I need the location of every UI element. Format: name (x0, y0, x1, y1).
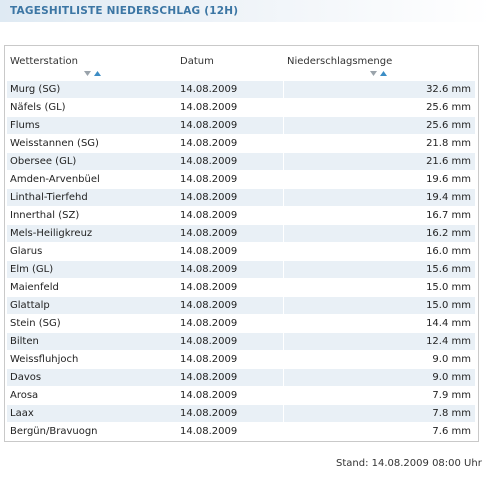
table-row: Näfels (GL) 14.08.2009 25.6 mm (5, 99, 478, 117)
table-row: Davos 14.08.2009 9.0 mm (5, 369, 478, 387)
precipitation-cell: 21.6 mm (284, 153, 475, 170)
column-header-wetterstation[interactable]: Wetterstation (10, 56, 78, 67)
station-cell: Amden-Arvenbüel (10, 174, 100, 185)
date-cell: 14.08.2009 (178, 225, 283, 242)
date-cell: 14.08.2009 (178, 153, 283, 170)
date-cell: 14.08.2009 (178, 369, 283, 386)
column-header-datum[interactable]: Datum (180, 56, 214, 67)
table-row: Innerthal (SZ) 14.08.2009 16.7 mm (5, 207, 478, 225)
precipitation-cell: 9.0 mm (284, 369, 475, 386)
table-header: Wetterstation Datum Niederschlagsmenge (5, 46, 478, 82)
sort-desc-arrow-icon (370, 71, 377, 76)
date-cell: 14.08.2009 (178, 261, 283, 278)
station-cell: Laax (7, 405, 182, 422)
date-cell: 14.08.2009 (180, 174, 238, 185)
date-cell: 14.08.2009 (178, 117, 283, 134)
date-cell: 14.08.2009 (180, 390, 238, 401)
status-timestamp: Stand: 14.08.2009 08:00 Uhr (336, 458, 482, 469)
precipitation-cell: 12.4 mm (284, 333, 475, 350)
sort-asc-arrow-icon (380, 71, 387, 76)
precipitation-cell: 16.2 mm (284, 225, 475, 242)
table-row: Linthal-Tierfehd 14.08.2009 19.4 mm (5, 189, 478, 207)
station-cell: Linthal-Tierfehd (7, 189, 182, 206)
table-row: Bilten 14.08.2009 12.4 mm (5, 333, 478, 351)
table-row: Flums 14.08.2009 25.6 mm (5, 117, 478, 135)
precipitation-cell: 7.6 mm (432, 426, 471, 437)
station-cell: Flums (7, 117, 182, 134)
station-cell: Elm (GL) (7, 261, 182, 278)
precipitation-cell: 25.6 mm (284, 117, 475, 134)
date-cell: 14.08.2009 (180, 102, 238, 113)
date-cell: 14.08.2009 (180, 426, 238, 437)
date-cell: 14.08.2009 (180, 318, 238, 329)
table-body: Murg (SG) 14.08.2009 32.6 mm Näfels (GL) 14.… (5, 81, 478, 441)
precipitation-cell: 7.8 mm (284, 405, 475, 422)
precipitation-cell: 15.0 mm (284, 297, 475, 314)
table-row: Amden-Arvenbüel 14.08.2009 19.6 mm (5, 171, 478, 189)
page-title: TAGESHITLISTE NIEDERSCHLAG (12H) (10, 5, 239, 17)
sort-arrows-icon[interactable] (83, 70, 103, 78)
date-cell: 14.08.2009 (180, 138, 238, 149)
station-cell: Glattalp (7, 297, 182, 314)
precipitation-cell: 19.4 mm (284, 189, 475, 206)
table-row: Obersee (GL) 14.08.2009 21.6 mm (5, 153, 478, 171)
table-row: Elm (GL) 14.08.2009 15.6 mm (5, 261, 478, 279)
precipitation-cell: 19.6 mm (426, 174, 471, 185)
table-row: Weissfluhjoch 14.08.2009 9.0 mm (5, 351, 478, 369)
precipitation-cell: 15.6 mm (284, 261, 475, 278)
precipitation-cell: 21.8 mm (426, 138, 471, 149)
station-cell: Stein (SG) (10, 318, 61, 329)
sort-desc-arrow-icon (84, 71, 91, 76)
sort-arrows-icon[interactable] (369, 70, 389, 78)
date-cell: 14.08.2009 (178, 333, 283, 350)
station-cell: Bergün/Bravuogn (10, 426, 98, 437)
table-row: Mels-Heiligkreuz 14.08.2009 16.2 mm (5, 225, 478, 243)
table-row: Murg (SG) 14.08.2009 32.6 mm (5, 81, 478, 99)
station-cell: Davos (7, 369, 182, 386)
station-cell: Obersee (GL) (7, 153, 182, 170)
precipitation-cell: 32.6 mm (284, 81, 475, 98)
table-row: Stein (SG) 14.08.2009 14.4 mm (5, 315, 478, 333)
precipitation-cell: 16.0 mm (426, 246, 471, 257)
precipitation-cell: 15.0 mm (426, 282, 471, 293)
station-cell: Mels-Heiligkreuz (7, 225, 182, 242)
date-cell: 14.08.2009 (178, 81, 283, 98)
table-row: Bergün/Bravuogn 14.08.2009 7.6 mm (5, 423, 478, 441)
date-cell: 14.08.2009 (180, 354, 238, 365)
date-cell: 14.08.2009 (178, 405, 283, 422)
station-cell: Weissfluhjoch (10, 354, 79, 365)
station-cell: Murg (SG) (7, 81, 182, 98)
table-row: Weisstannen (SG) 14.08.2009 21.8 mm (5, 135, 478, 153)
ranking-table: Wetterstation Datum Niederschlagsmenge M… (4, 45, 479, 442)
table-row: Glattalp 14.08.2009 15.0 mm (5, 297, 478, 315)
precipitation-cell: 9.0 mm (432, 354, 471, 365)
station-cell: Innerthal (SZ) (10, 210, 80, 221)
title-bar: TAGESHITLISTE NIEDERSCHLAG (12H) (0, 0, 492, 22)
sort-asc-arrow-icon (94, 71, 101, 76)
table-row: Maienfeld 14.08.2009 15.0 mm (5, 279, 478, 297)
precipitation-cell: 25.6 mm (426, 102, 471, 113)
station-cell: Arosa (10, 390, 39, 401)
column-header-niederschlagsmenge[interactable]: Niederschlagsmenge (287, 56, 393, 67)
station-cell: Maienfeld (10, 282, 59, 293)
table-row: Glarus 14.08.2009 16.0 mm (5, 243, 478, 261)
station-cell: Glarus (10, 246, 43, 257)
table-row: Arosa 14.08.2009 7.9 mm (5, 387, 478, 405)
precipitation-cell: 7.9 mm (432, 390, 471, 401)
station-cell: Bilten (7, 333, 182, 350)
date-cell: 14.08.2009 (180, 210, 238, 221)
precipitation-cell: 16.7 mm (426, 210, 471, 221)
precipitation-cell: 14.4 mm (426, 318, 471, 329)
date-cell: 14.08.2009 (178, 297, 283, 314)
station-cell: Näfels (GL) (10, 102, 66, 113)
table-row: Laax 14.08.2009 7.8 mm (5, 405, 478, 423)
date-cell: 14.08.2009 (180, 246, 238, 257)
date-cell: 14.08.2009 (178, 189, 283, 206)
date-cell: 14.08.2009 (180, 282, 238, 293)
station-cell: Weisstannen (SG) (10, 138, 99, 149)
